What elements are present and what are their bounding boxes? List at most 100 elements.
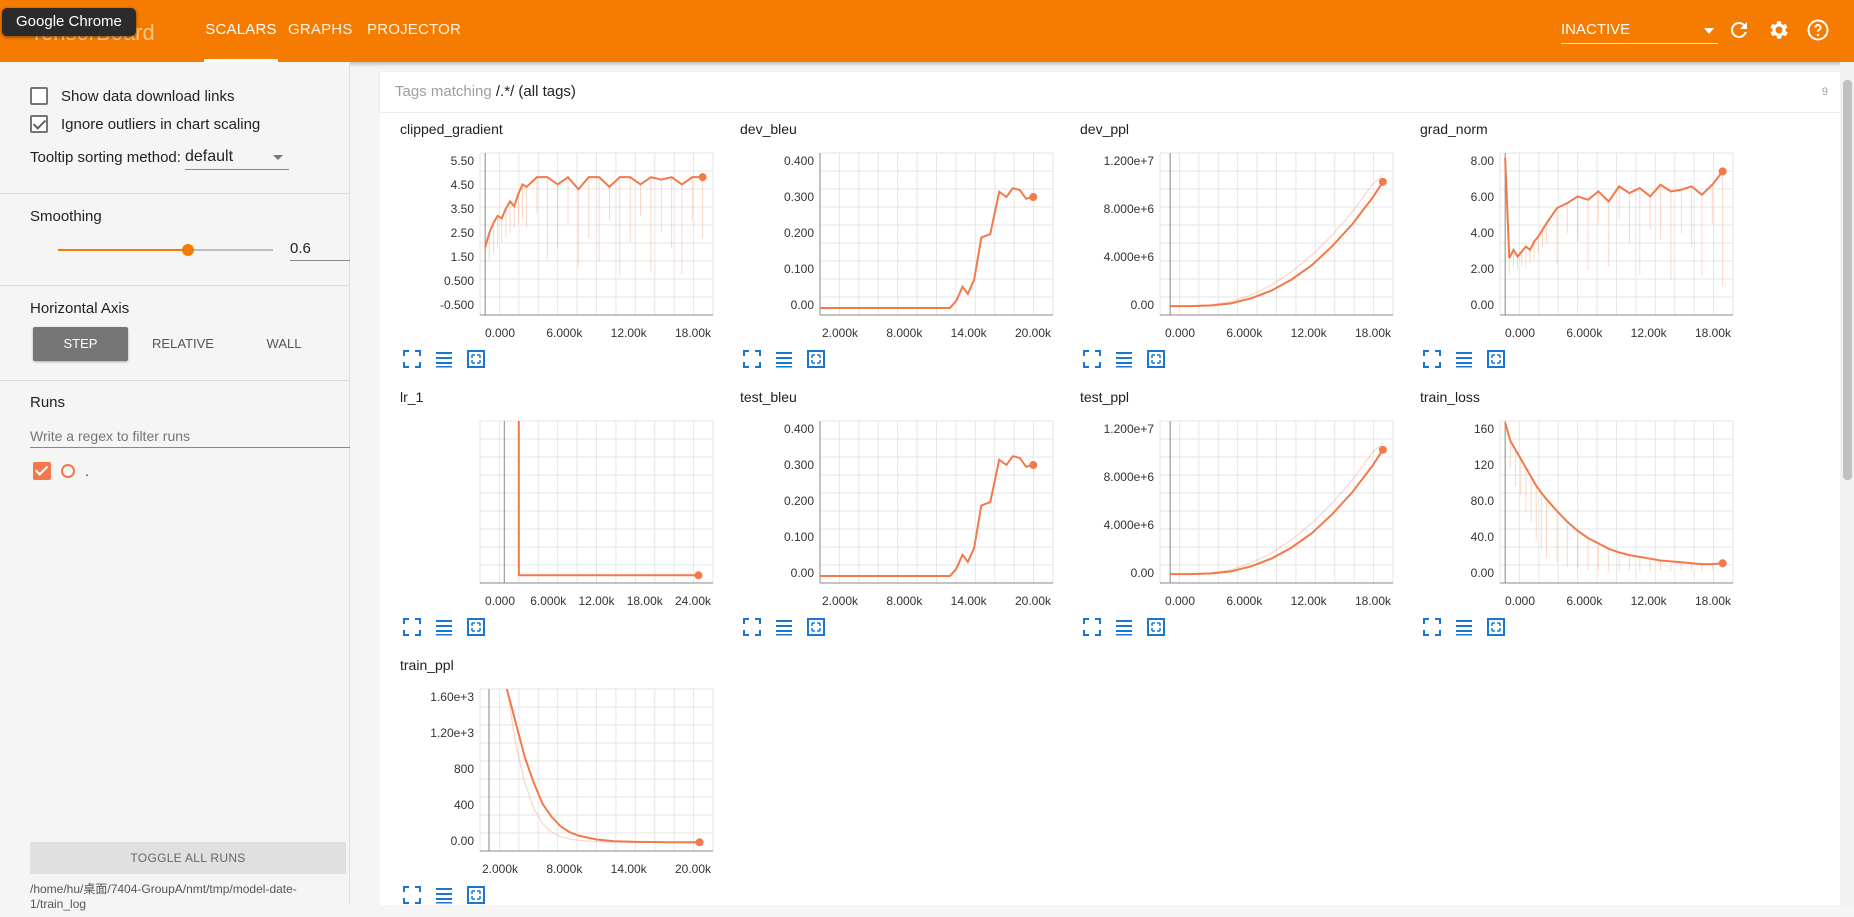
toggle-log-scale-icon[interactable] (774, 349, 794, 369)
fullscreen-icon[interactable] (402, 349, 422, 369)
tab-projector[interactable]: PROJECTOR (367, 21, 462, 38)
fit-domain-icon[interactable] (806, 617, 826, 637)
raw-series-line (506, 688, 700, 843)
toggle-log-scale-icon[interactable] (774, 617, 794, 637)
toggle-log-scale-icon[interactable] (1454, 349, 1474, 369)
y-tick-label: 0.300 (784, 190, 814, 204)
tag-filter-bar[interactable]: Tags matching /.*/ (all tags) 9 (380, 72, 1840, 112)
axis-wall-button[interactable]: WALL (266, 336, 302, 351)
checkbox-unchecked[interactable] (30, 87, 48, 105)
chart-card-lr_1: lr_1 0.000 6.000k 12.00k 18.00k 24.00k (380, 381, 720, 649)
fullscreen-icon[interactable] (742, 617, 762, 637)
toggle-log-scale-icon[interactable] (434, 885, 454, 905)
chart-actions (742, 617, 826, 637)
chart-actions (402, 885, 486, 905)
y-tick-label: 40.0 (1471, 530, 1495, 544)
chart-plot: 0.400 0.300 0.200 0.100 0.00 2.000k 8.000k 14.0… (784, 420, 1054, 608)
smoothed-series-line (484, 175, 703, 248)
chart-card-grad_norm: grad_norm 8.00 6.00 4.00 2.00 0.00 0.000 6.000k… (1400, 113, 1740, 381)
x-tick-label: 12.00k (578, 594, 615, 608)
run-item[interactable]: . (33, 461, 89, 481)
fullscreen-icon[interactable] (402, 885, 422, 905)
x-tick-label: 0.000 (1505, 326, 1535, 340)
smoothing-slider-fill (58, 249, 188, 251)
chart-actions (1082, 349, 1166, 369)
x-tick-label: 0.000 (485, 326, 515, 340)
y-tick-label: 8.000e+6 (1104, 470, 1155, 484)
fit-domain-icon[interactable] (466, 349, 486, 369)
y-tick-label: 0.00 (1471, 298, 1495, 312)
toggle-log-scale-icon[interactable] (1114, 349, 1134, 369)
toggle-all-runs-button[interactable]: TOGGLE ALL RUNS (30, 842, 346, 874)
axis-relative-button[interactable]: RELATIVE (152, 336, 214, 351)
x-tick-label: 12.00k (1291, 326, 1328, 340)
x-tick-label: 6.000k (530, 594, 567, 608)
fullscreen-icon[interactable] (402, 617, 422, 637)
x-tick-label: 6.000k (546, 326, 583, 340)
x-tick-label: 18.00k (675, 326, 712, 340)
fullscreen-icon[interactable] (1082, 617, 1102, 637)
smoothing-slider-handle[interactable] (182, 244, 194, 256)
x-tick-label: 6.000k (1226, 326, 1263, 340)
checkbox-checked[interactable] (30, 115, 48, 133)
chevron-down-icon (1704, 28, 1714, 34)
settings-icon[interactable] (1767, 18, 1791, 42)
ignore-outliers-label: Ignore outliers in chart scaling (61, 115, 261, 133)
refresh-icon[interactable] (1727, 18, 1751, 42)
horizontal-axis-label: Horizontal Axis (30, 300, 130, 317)
fullscreen-icon[interactable] (1422, 617, 1442, 637)
fit-domain-icon[interactable] (466, 885, 486, 905)
fit-domain-icon[interactable] (806, 349, 826, 369)
series-endpoint (1029, 193, 1038, 202)
chart-plot: 0.000 6.000k 12.00k 18.00k 24.00k (479, 420, 714, 608)
help-icon[interactable] (1806, 18, 1830, 42)
fullscreen-icon[interactable] (1082, 349, 1102, 369)
x-tick-label: 20.00k (1015, 326, 1052, 340)
y-tick-label: -0.500 (440, 298, 474, 312)
series-endpoint (1378, 445, 1387, 454)
y-tick-label: 1.50 (451, 250, 475, 264)
inactive-dashboards-select[interactable]: INACTIVE (1561, 16, 1718, 44)
scrollbar-thumb[interactable] (1843, 80, 1852, 480)
x-tick-label: 8.000k (886, 326, 923, 340)
tab-scalars[interactable]: SCALARS (204, 0, 278, 62)
chart-plot: 1.200e+7 8.000e+6 4.000e+6 0.00 0.000 6.000k 1… (1104, 420, 1394, 608)
y-tick-label: 0.00 (1131, 298, 1155, 312)
x-tick-label: 14.00k (611, 862, 648, 876)
x-tick-label: 18.00k (627, 594, 664, 608)
fit-domain-icon[interactable] (466, 617, 486, 637)
fullscreen-icon[interactable] (1422, 349, 1442, 369)
y-tick-label: 0.200 (784, 226, 814, 240)
x-tick-label: 0.000 (1165, 326, 1195, 340)
y-tick-label: 0.100 (784, 530, 814, 544)
smoothed-series-line (1504, 157, 1724, 259)
tab-graphs[interactable]: GRAPHS (288, 21, 353, 38)
y-tick-label: 4.000e+6 (1104, 518, 1155, 532)
x-tick-label: 20.00k (675, 862, 712, 876)
tag-count: 9 (1821, 86, 1828, 98)
y-tick-label: 4.000e+6 (1104, 250, 1155, 264)
x-tick-label: 6.000k (1566, 594, 1603, 608)
toggle-log-scale-icon[interactable] (434, 349, 454, 369)
smoothing-input[interactable]: 0.6 (290, 237, 350, 261)
fit-domain-icon[interactable] (1146, 349, 1166, 369)
toggle-log-scale-icon[interactable] (1454, 617, 1474, 637)
toggle-log-scale-icon[interactable] (1114, 617, 1134, 637)
x-tick-label: 2.000k (482, 862, 519, 876)
chart-actions (1082, 617, 1166, 637)
fit-domain-icon[interactable] (1146, 617, 1166, 637)
x-tick-label: 12.00k (1291, 594, 1328, 608)
toggle-log-scale-icon[interactable] (434, 617, 454, 637)
y-tick-label: 2.00 (1471, 262, 1495, 276)
fit-domain-icon[interactable] (1486, 617, 1506, 637)
tooltip-sorting-select[interactable]: default (185, 146, 289, 170)
fullscreen-icon[interactable] (742, 349, 762, 369)
ignore-outliers-toggle[interactable]: Ignore outliers in chart scaling (30, 114, 260, 134)
chart-plot: 5.50 4.50 3.50 2.50 1.50 0.500 -0.500 0.000 6.00… (440, 152, 714, 340)
fit-domain-icon[interactable] (1486, 349, 1506, 369)
run-checkbox[interactable] (33, 462, 51, 480)
axis-step-button[interactable]: STEP (33, 327, 128, 361)
runs-filter-input[interactable]: Write a regex to filter runs (30, 424, 350, 448)
chart-plot: 1.60e+3 1.20e+3 800 400 0.00 2.000k 8.000k 14.0… (430, 688, 714, 876)
show-download-links-toggle[interactable]: Show data download links (30, 86, 234, 106)
